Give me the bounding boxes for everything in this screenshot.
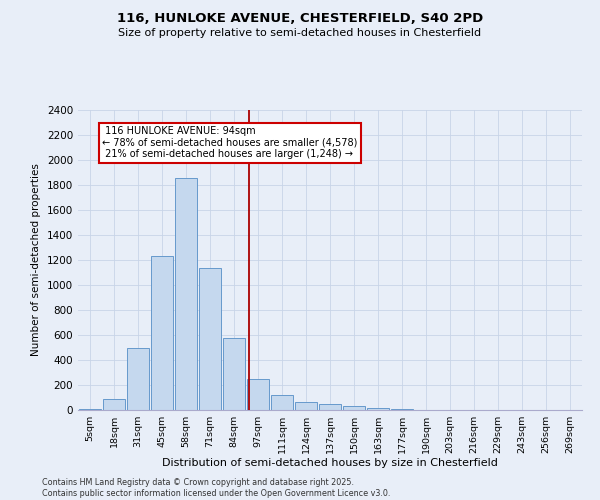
Y-axis label: Number of semi-detached properties: Number of semi-detached properties bbox=[31, 164, 41, 356]
Bar bbox=[127, 348, 149, 410]
Text: 116 HUNLOKE AVENUE: 94sqm
← 78% of semi-detached houses are smaller (4,578)
 21%: 116 HUNLOKE AVENUE: 94sqm ← 78% of semi-… bbox=[102, 126, 358, 160]
Bar bbox=[151, 256, 173, 410]
Text: 116, HUNLOKE AVENUE, CHESTERFIELD, S40 2PD: 116, HUNLOKE AVENUE, CHESTERFIELD, S40 2… bbox=[117, 12, 483, 26]
Bar bbox=[271, 395, 293, 410]
Text: Size of property relative to semi-detached houses in Chesterfield: Size of property relative to semi-detach… bbox=[118, 28, 482, 38]
Bar bbox=[79, 409, 101, 410]
Bar bbox=[295, 402, 317, 410]
Bar bbox=[391, 409, 413, 410]
Text: Distribution of semi-detached houses by size in Chesterfield: Distribution of semi-detached houses by … bbox=[162, 458, 498, 468]
Text: Contains HM Land Registry data © Crown copyright and database right 2025.
Contai: Contains HM Land Registry data © Crown c… bbox=[42, 478, 391, 498]
Bar bbox=[367, 408, 389, 410]
Bar bbox=[343, 406, 365, 410]
Bar bbox=[319, 404, 341, 410]
Bar bbox=[247, 380, 269, 410]
Bar bbox=[199, 268, 221, 410]
Bar bbox=[103, 400, 125, 410]
Bar bbox=[223, 338, 245, 410]
Bar bbox=[175, 178, 197, 410]
